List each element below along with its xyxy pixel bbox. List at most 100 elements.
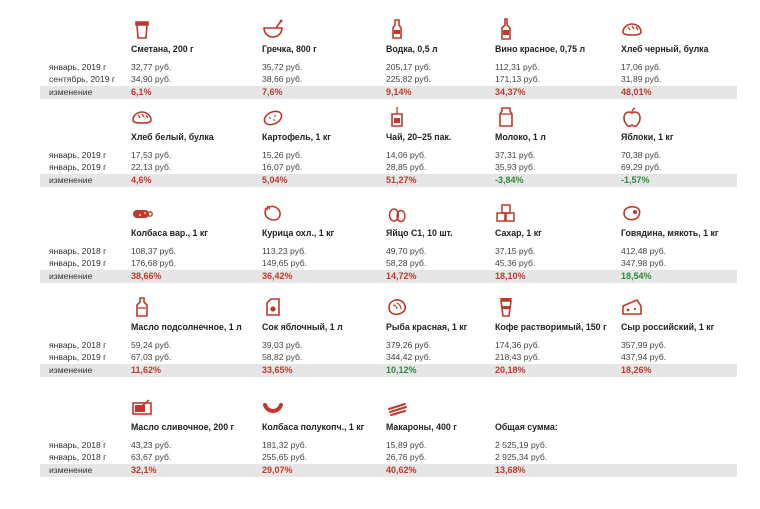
period-start-label: январь, 2018 г (49, 246, 107, 256)
product-name: Яблоки, 1 кг (621, 132, 674, 142)
price-end: 38,66 руб. (262, 74, 303, 84)
price-item: Рыба красная, 1 кг 379,26 руб. 344,42 руб.… (386, 296, 514, 396)
price-item: Сок яблочный, 1 л 39,03 руб. 58,82 руб. 33,… (262, 296, 390, 396)
sugar-cubes-icon (495, 202, 517, 224)
change-percent: -3,84% (495, 175, 524, 185)
change-label: изменение (49, 175, 93, 185)
change-percent: 33,65% (262, 365, 293, 375)
price-start: 205,17 руб. (386, 62, 432, 72)
price-start: 17,06 руб. (621, 62, 662, 72)
price-item: Колбаса вар., 1 кг 108,37 руб. 176,68 руб.… (131, 202, 259, 302)
price-item: Молоко, 1 л 37,31 руб. 35,93 руб. -3,84% (495, 106, 623, 206)
price-item: Хлеб черный, булка 17,06 руб. 31,89 руб. 48… (621, 18, 749, 118)
sausage-icon (131, 202, 153, 224)
apple-icon (621, 106, 643, 128)
product-name: Чай, 20–25 пак. (386, 132, 452, 142)
coffee-cup-icon (495, 296, 517, 318)
product-name: Масло подсолнечное, 1 л (131, 322, 242, 332)
price-start: 37,15 руб. (495, 246, 536, 256)
price-item: Яблоки, 1 кг 70,38 руб. 69,29 руб. -1,57% (621, 106, 749, 206)
price-start: 412,48 руб. (621, 246, 667, 256)
change-percent: 18,54% (621, 271, 652, 281)
eggs-icon (386, 202, 408, 224)
price-end: 225,82 руб. (386, 74, 432, 84)
price-item: Гречка, 800 г 35,72 руб. 38,66 руб. 7,6% (262, 18, 390, 118)
potato-icon (262, 106, 284, 128)
price-end: 347,98 руб. (621, 258, 667, 268)
price-start: 49,70 руб. (386, 246, 427, 256)
change-label: изменение (49, 365, 93, 375)
change-percent: 18,10% (495, 271, 526, 281)
product-name: Гречка, 800 г (262, 44, 317, 54)
price-item: Курица охл., 1 кг 113,23 руб. 149,65 руб. 3… (262, 202, 390, 302)
change-row-band (40, 174, 737, 187)
product-name: Масло сливочное, 200 г (131, 422, 235, 432)
change-percent: 10,12% (386, 365, 417, 375)
change-label: изменение (49, 465, 93, 475)
product-name: Говядина, мякоть, 1 кг (621, 228, 719, 238)
price-end: 176,68 руб. (131, 258, 177, 268)
smoked-sausage-icon (262, 396, 284, 418)
change-percent: 5,04% (262, 175, 288, 185)
change-percent: 6,1% (131, 87, 152, 97)
price-start: 15,89 руб. (386, 440, 427, 450)
change-row-band (40, 464, 737, 477)
juice-box-icon (262, 296, 284, 318)
period-start-label: январь, 2018 г (49, 440, 107, 450)
product-name: Общая сумма: (495, 422, 558, 432)
change-percent: 38,66% (131, 271, 162, 281)
price-item: Кофе растворимый, 150 г 174,36 руб. 218,43… (495, 296, 623, 396)
price-item: Общая сумма: 2 525,19 руб. 2 925,34 руб. 13… (495, 396, 623, 496)
price-end: 69,29 руб. (621, 162, 662, 172)
product-name: Картофель, 1 кг (262, 132, 331, 142)
product-name: Сок яблочный, 1 л (262, 322, 343, 332)
change-percent: 11,62% (131, 365, 162, 375)
price-end: 149,65 руб. (262, 258, 308, 268)
change-percent: 48,01% (621, 87, 652, 97)
period-end-label: сентябрь, 2019 г (49, 74, 116, 84)
price-end: 16,07 руб. (262, 162, 303, 172)
change-percent: 20,18% (495, 365, 526, 375)
period-end-label: январь, 2018 г (49, 452, 107, 462)
price-start: 113,23 руб. (262, 246, 307, 256)
price-end: 218,43 руб. (495, 352, 541, 362)
price-item: Сыр российский, 1 кг 357,99 руб. 437,94 ру… (621, 296, 749, 396)
milk-carton-icon (495, 106, 517, 128)
price-end: 35,93 руб. (495, 162, 536, 172)
change-row-band (40, 364, 737, 377)
chicken-leg-icon (262, 202, 284, 224)
change-percent: 14,72% (386, 271, 417, 281)
price-start: 32,77 руб. (131, 62, 172, 72)
price-item: Говядина, мякоть, 1 кг 412,48 руб. 347,98 … (621, 202, 749, 302)
price-start: 14,06 руб. (386, 150, 427, 160)
price-end: 58,82 руб. (262, 352, 303, 362)
change-row-band (40, 270, 737, 283)
change-percent: 29,07% (262, 465, 293, 475)
bread-loaf-icon (621, 18, 643, 40)
price-end: 67,03 руб. (131, 352, 172, 362)
price-end: 171,13 руб. (495, 74, 541, 84)
price-end: 2 925,34 руб. (495, 452, 548, 462)
change-percent: 18,26% (621, 365, 652, 375)
price-start: 35,72 руб. (262, 62, 303, 72)
price-item: Водка, 0,5 л 205,17 руб. 225,82 руб. 9,14% (386, 18, 514, 118)
price-end: 28,85 руб. (386, 162, 427, 172)
price-item: Масло сливочное, 200 г 43,23 руб. 63,67 ру… (131, 396, 259, 496)
beef-steak-icon (621, 202, 643, 224)
cheese-icon (621, 296, 643, 318)
price-item: Хлеб белый, булка 17,53 руб. 22,13 руб. 4,6… (131, 106, 259, 206)
price-start: 59,24 руб. (131, 340, 172, 350)
change-percent: 36,42% (262, 271, 293, 281)
price-item: Сметана, 200 г 32,77 руб. 34,90 руб. 6,1% (131, 18, 259, 118)
product-name: Молоко, 1 л (495, 132, 546, 142)
price-start: 379,26 руб. (386, 340, 432, 350)
butter-icon (131, 396, 153, 418)
tea-bag-icon (386, 106, 408, 128)
change-percent: 4,6% (131, 175, 152, 185)
fish-steak-icon (386, 296, 408, 318)
period-end-label: январь, 2019 г (49, 162, 107, 172)
vodka-bottle-icon (386, 18, 408, 40)
price-start: 70,38 руб. (621, 150, 662, 160)
price-item: Яйцо С1, 10 шт. 49,70 руб. 58,28 руб. 14,72… (386, 202, 514, 302)
product-name: Вино красное, 0,75 л (495, 44, 586, 54)
